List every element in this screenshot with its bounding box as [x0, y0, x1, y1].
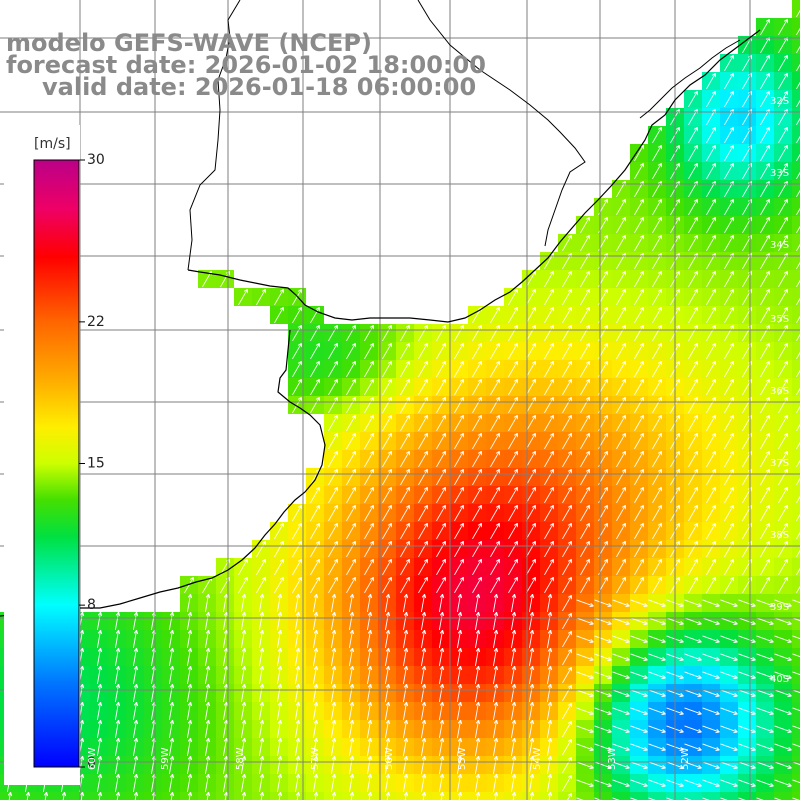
wind-cell	[792, 432, 800, 450]
lat-label: 34S	[770, 240, 789, 251]
lon-label: 52W	[680, 747, 691, 770]
lon-label: 58W	[235, 747, 246, 770]
wind-cell	[792, 684, 800, 702]
colorbar-tick-label: 30	[87, 152, 105, 168]
wind-cell	[792, 108, 800, 126]
wind-cell	[792, 720, 800, 738]
wind-cell	[792, 378, 800, 396]
lat-label: 32S	[770, 96, 789, 107]
lat-label: 37S	[770, 458, 789, 469]
wind-cell	[792, 594, 800, 612]
wind-cell	[792, 18, 800, 36]
wind-cell	[792, 180, 800, 198]
wind-cell	[558, 792, 576, 800]
wind-cell	[792, 54, 800, 72]
lon-label: 53W	[607, 747, 618, 770]
wind-cell	[792, 414, 800, 432]
colorbar-tick-label: 22	[87, 314, 105, 330]
lon-label: 57W	[310, 747, 321, 770]
wind-cell	[792, 72, 800, 90]
lon-label: 59W	[160, 747, 171, 770]
wind-cell	[792, 576, 800, 594]
wind-cell	[792, 288, 800, 306]
colorbar-unit: [m/s]	[34, 136, 71, 152]
lat-label: 39S	[770, 602, 789, 613]
wind-cell	[792, 396, 800, 414]
wind-cell	[792, 630, 800, 648]
wind-cell	[792, 270, 800, 288]
colorbar-gradient	[34, 160, 79, 767]
wind-cell	[792, 36, 800, 54]
wind-cell	[792, 90, 800, 108]
wind-cell	[792, 144, 800, 162]
lon-label: 54W	[532, 747, 543, 770]
wind-cell	[792, 0, 800, 18]
wind-cell	[792, 648, 800, 666]
wind-cell	[792, 342, 800, 360]
lon-label: 56W	[384, 747, 395, 770]
wind-cell	[792, 324, 800, 342]
wind-cell	[792, 558, 800, 576]
lon-label: 60W	[87, 747, 98, 770]
wind-cell	[792, 504, 800, 522]
wind-cell	[792, 522, 800, 540]
lat-label: 33S	[770, 168, 789, 179]
wind-cell	[792, 486, 800, 504]
lat-label: 35S	[770, 314, 789, 325]
wind-cell	[792, 216, 800, 234]
valid-date: valid date: 2026-01-18 06:00:00	[42, 74, 476, 100]
border-uruguay-brazil	[418, 0, 585, 246]
lat-label: 38S	[770, 530, 789, 541]
wind-cell	[792, 450, 800, 468]
wind-cell	[792, 702, 800, 720]
wind-cell	[792, 306, 800, 324]
lon-label: 55W	[457, 747, 468, 770]
wind-cell	[792, 252, 800, 270]
colorbar-tick-label: 8	[87, 597, 96, 613]
wind-cell	[792, 468, 800, 486]
wind-cell	[792, 666, 800, 684]
colorbar-tick-label: 15	[87, 456, 105, 472]
wind-cell	[792, 234, 800, 252]
wind-cell	[792, 612, 800, 630]
wind-cell	[792, 360, 800, 378]
wind-cell	[792, 540, 800, 558]
lat-label: 36S	[770, 386, 789, 397]
lon-label: 61W	[12, 747, 23, 770]
wind-cell	[792, 774, 800, 792]
wind-cell	[792, 756, 800, 774]
wind-cell	[792, 126, 800, 144]
wind-cell	[792, 198, 800, 216]
lat-label: 40S	[770, 674, 789, 685]
wind-cell	[792, 738, 800, 756]
wind-cell	[792, 162, 800, 180]
